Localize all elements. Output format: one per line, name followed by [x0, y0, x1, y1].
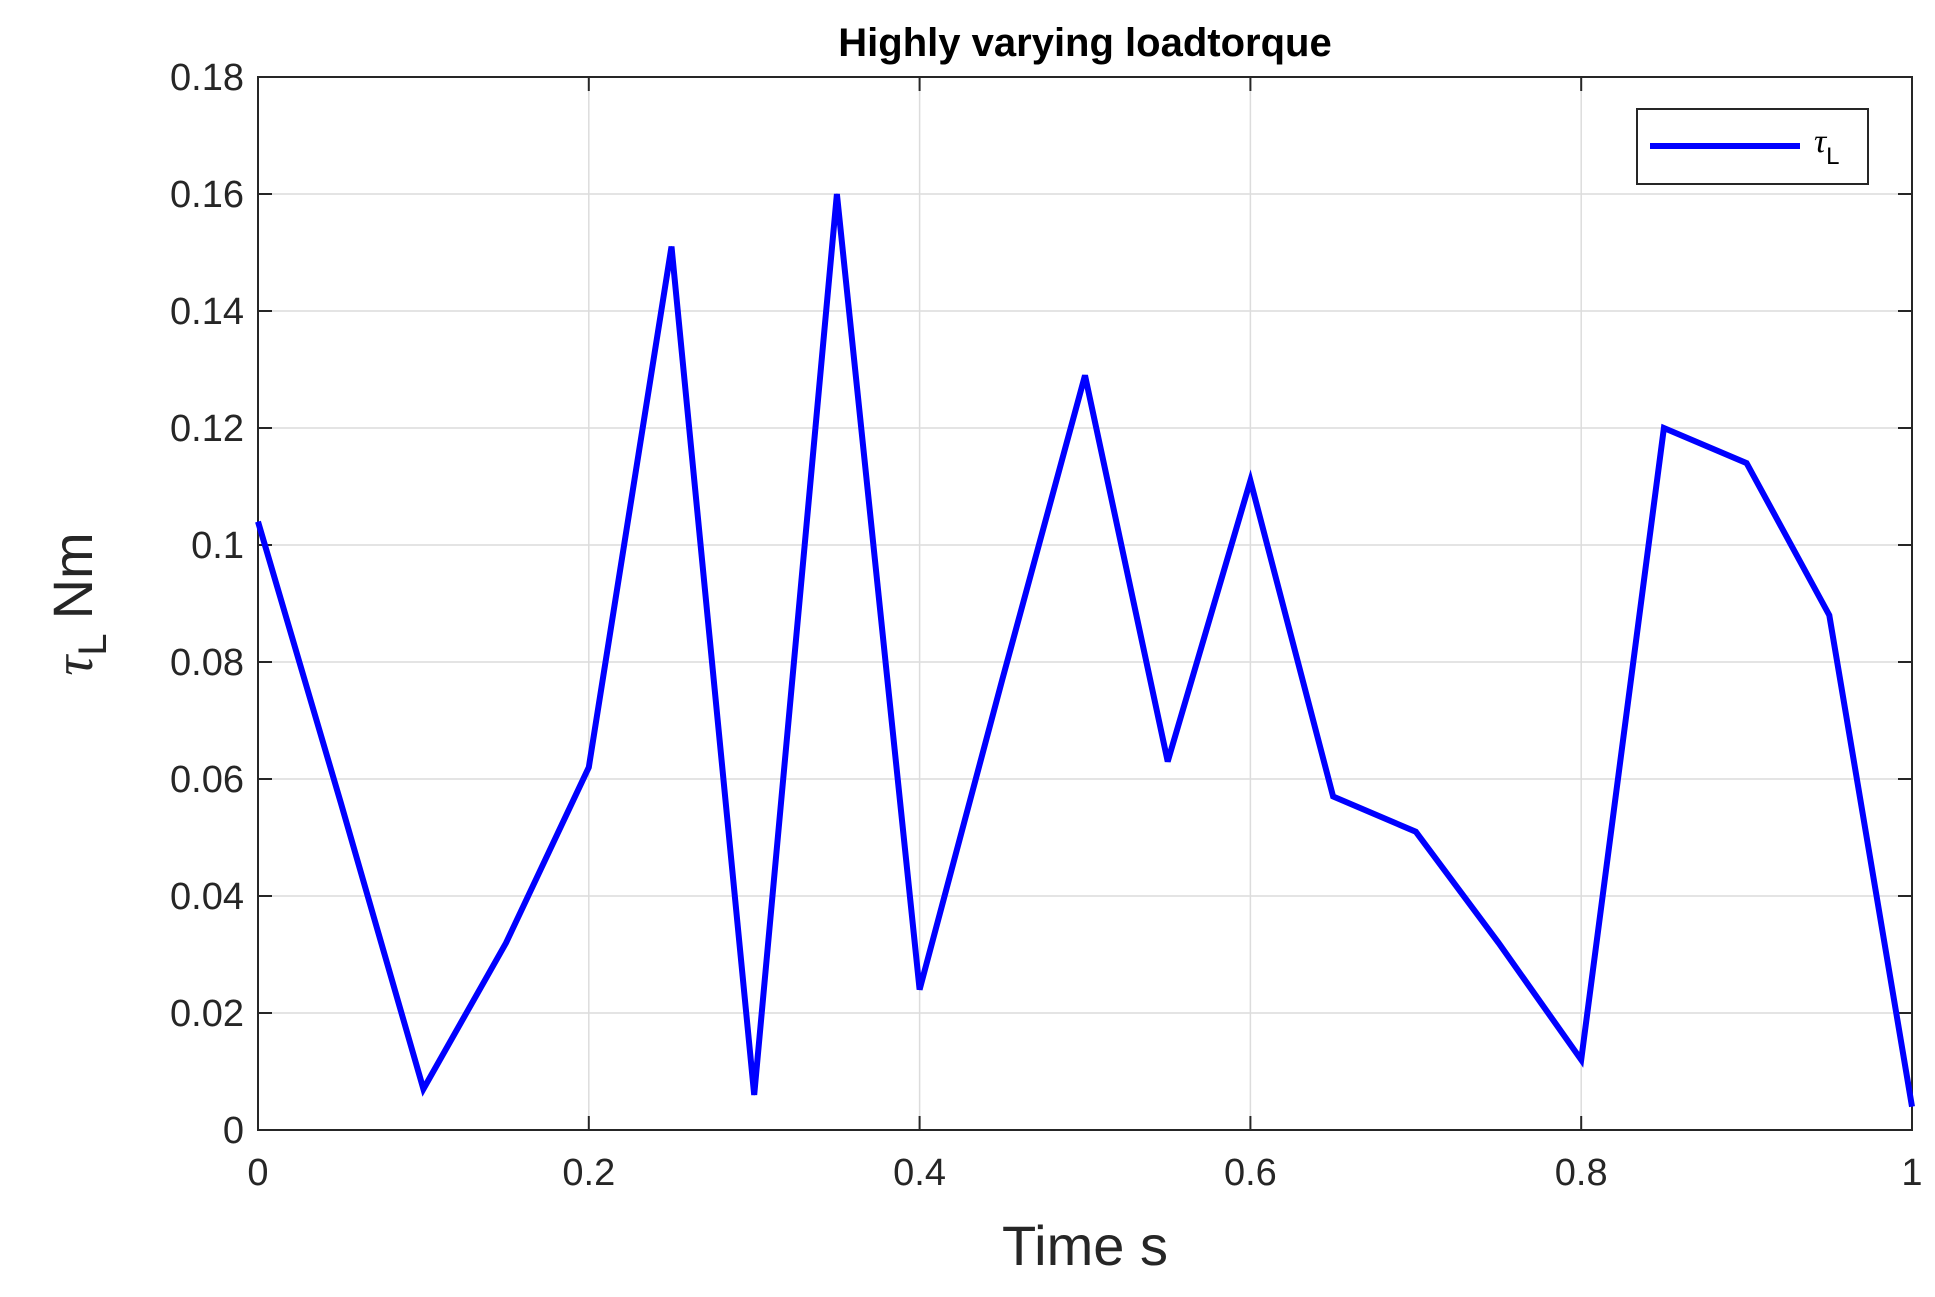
x-tick-label: 0 — [247, 1152, 268, 1194]
data-point — [1911, 1106, 1913, 1108]
legend: τL — [1636, 108, 1869, 185]
data-point — [1746, 462, 1748, 464]
y-tick-label: 0.1 — [191, 525, 244, 567]
y-tick-label: 0.04 — [170, 876, 244, 918]
series-layer — [255, 193, 1915, 1108]
x-tick-label: 0.2 — [562, 1152, 615, 1194]
x-axis-label: Time s — [1002, 1214, 1168, 1277]
legend-label-subscript: L — [1826, 143, 1839, 170]
svg-text:τL: τL — [1814, 123, 1840, 170]
grid-lines — [257, 76, 1913, 1131]
y-axis-label-symbol: τ — [43, 654, 105, 676]
y-tick-label: 0.18 — [170, 57, 244, 99]
data-point — [671, 246, 672, 248]
data-point — [340, 801, 342, 803]
y-axis-label: τL Nm — [41, 532, 115, 675]
legend-label-symbol: τ — [1814, 123, 1828, 160]
y-tick-label: 0.06 — [170, 759, 244, 801]
data-point — [1580, 1059, 1582, 1061]
x-axis-ticks: 0 0.2 0.4 0.6 0.8 1 — [247, 77, 1923, 1194]
y-tick-label: 0.02 — [170, 993, 244, 1035]
y-axis-ticks: 0 0.02 0.04 0.06 0.08 0.1 0.12 0.14 0.16 0.18 — [170, 57, 1912, 1152]
data-point — [919, 989, 921, 991]
data-point — [836, 193, 838, 195]
data-point — [1828, 614, 1830, 616]
data-point — [1415, 831, 1417, 833]
data-point — [1084, 374, 1086, 376]
data-point — [1332, 796, 1334, 798]
x-tick-label: 0.4 — [893, 1152, 946, 1194]
chart-title: Highly varying loadtorque — [838, 21, 1331, 65]
data-point — [257, 521, 259, 523]
x-tick-label: 0.8 — [1555, 1152, 1608, 1194]
data-point — [1167, 760, 1169, 762]
y-tick-label: 0.08 — [170, 642, 244, 684]
y-tick-label: 0 — [223, 1110, 244, 1152]
data-point — [1663, 427, 1665, 429]
data-point — [1249, 480, 1251, 482]
x-tick-label: 1 — [1901, 1152, 1922, 1194]
y-tick-label: 0.12 — [170, 408, 244, 450]
plot-area-frame — [257, 76, 1913, 1131]
y-tick-label: 0.14 — [170, 291, 244, 333]
data-point — [1001, 679, 1003, 681]
y-axis-label-unit: Nm — [41, 532, 104, 619]
y-tick-label: 0.16 — [170, 174, 244, 216]
data-point — [753, 1094, 755, 1096]
svg-text:τLNm: τL Nm — [41, 532, 115, 675]
series-line — [255, 193, 1915, 1108]
data-point — [1498, 942, 1499, 944]
data-point — [588, 766, 590, 768]
data-point — [505, 942, 507, 944]
data-point — [422, 1088, 424, 1090]
y-axis-label-subscript: L — [71, 633, 115, 655]
x-tick-label: 0.6 — [1224, 1152, 1277, 1194]
